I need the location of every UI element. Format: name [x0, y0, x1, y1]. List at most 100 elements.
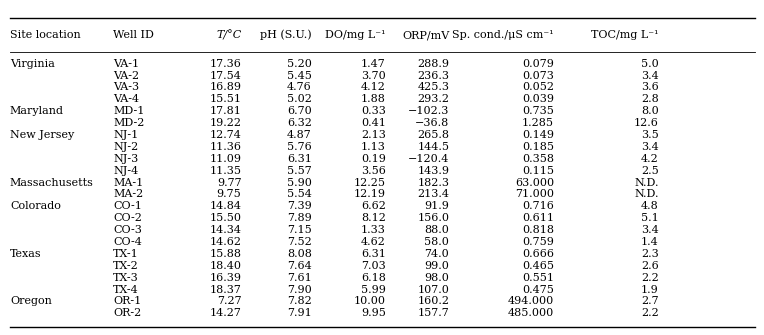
Text: VA-3: VA-3	[113, 82, 139, 92]
Text: 4.76: 4.76	[287, 82, 312, 92]
Text: 1.33: 1.33	[361, 225, 386, 235]
Text: NJ-1: NJ-1	[113, 130, 138, 140]
Text: Colorado: Colorado	[10, 201, 61, 211]
Text: 0.079: 0.079	[522, 59, 554, 69]
Text: 3.4: 3.4	[641, 142, 659, 152]
Text: 7.64: 7.64	[287, 261, 312, 271]
Text: OR-2: OR-2	[113, 309, 141, 318]
Text: Massachusetts: Massachusetts	[10, 178, 94, 188]
Text: 0.19: 0.19	[361, 154, 386, 164]
Text: TOC/mg L⁻¹: TOC/mg L⁻¹	[591, 30, 659, 40]
Text: 4.2: 4.2	[641, 154, 659, 164]
Text: −120.4: −120.4	[408, 154, 449, 164]
Text: 182.3: 182.3	[417, 178, 449, 188]
Text: 11.36: 11.36	[209, 142, 241, 152]
Text: Site location: Site location	[10, 30, 81, 40]
Text: 485.000: 485.000	[507, 309, 554, 318]
Text: 7.90: 7.90	[287, 285, 312, 294]
Text: −102.3: −102.3	[408, 106, 449, 116]
Text: 0.41: 0.41	[361, 118, 386, 128]
Text: 1.13: 1.13	[361, 142, 386, 152]
Text: 160.2: 160.2	[417, 296, 449, 307]
Text: 0.551: 0.551	[522, 273, 554, 283]
Text: −36.8: −36.8	[415, 118, 449, 128]
Text: NJ-2: NJ-2	[113, 142, 138, 152]
Text: 3.5: 3.5	[641, 130, 659, 140]
Text: DO/mg L⁻¹: DO/mg L⁻¹	[325, 30, 386, 40]
Text: 12.74: 12.74	[209, 130, 241, 140]
Text: 5.90: 5.90	[286, 178, 312, 188]
Text: 17.81: 17.81	[209, 106, 241, 116]
Text: 425.3: 425.3	[417, 82, 449, 92]
Text: 5.99: 5.99	[361, 285, 386, 294]
Text: 0.358: 0.358	[522, 154, 554, 164]
Text: 1.88: 1.88	[361, 94, 386, 104]
Text: Texas: Texas	[10, 249, 41, 259]
Text: 5.45: 5.45	[286, 71, 312, 80]
Text: 14.27: 14.27	[209, 309, 241, 318]
Text: 0.465: 0.465	[522, 261, 554, 271]
Text: 12.25: 12.25	[354, 178, 386, 188]
Text: CO-1: CO-1	[113, 201, 142, 211]
Text: 157.7: 157.7	[417, 309, 449, 318]
Text: 16.39: 16.39	[209, 273, 241, 283]
Text: 15.50: 15.50	[209, 213, 241, 223]
Text: 8.0: 8.0	[641, 106, 659, 116]
Text: 7.82: 7.82	[287, 296, 312, 307]
Text: 7.39: 7.39	[287, 201, 312, 211]
Text: 2.8: 2.8	[641, 94, 659, 104]
Text: 494.000: 494.000	[507, 296, 554, 307]
Text: MA-1: MA-1	[113, 178, 144, 188]
Text: 0.052: 0.052	[522, 82, 554, 92]
Text: 293.2: 293.2	[417, 94, 449, 104]
Text: 0.185: 0.185	[522, 142, 554, 152]
Text: Oregon: Oregon	[10, 296, 52, 307]
Text: 8.08: 8.08	[286, 249, 312, 259]
Text: 99.0: 99.0	[424, 261, 449, 271]
Text: N.D.: N.D.	[634, 178, 659, 188]
Text: 0.716: 0.716	[522, 201, 554, 211]
Text: TX-2: TX-2	[113, 261, 139, 271]
Text: 156.0: 156.0	[417, 213, 449, 223]
Text: 11.35: 11.35	[209, 166, 241, 176]
Text: NJ-4: NJ-4	[113, 166, 138, 176]
Text: Well ID: Well ID	[113, 30, 154, 40]
Text: CO-4: CO-4	[113, 237, 142, 247]
Text: T/°C: T/°C	[216, 30, 241, 40]
Text: 63.000: 63.000	[515, 178, 554, 188]
Text: 2.2: 2.2	[641, 309, 659, 318]
Text: 1.4: 1.4	[641, 237, 659, 247]
Text: 12.19: 12.19	[354, 190, 386, 199]
Text: 5.54: 5.54	[286, 190, 312, 199]
Text: N.D.: N.D.	[634, 190, 659, 199]
Text: 11.09: 11.09	[209, 154, 241, 164]
Text: pH (S.U.): pH (S.U.)	[260, 30, 312, 41]
Text: 10.00: 10.00	[354, 296, 386, 307]
Text: 107.0: 107.0	[417, 285, 449, 294]
Text: 5.76: 5.76	[287, 142, 312, 152]
Text: 7.03: 7.03	[361, 261, 386, 271]
Text: 9.77: 9.77	[217, 178, 241, 188]
Text: 0.33: 0.33	[361, 106, 386, 116]
Text: MD-2: MD-2	[113, 118, 144, 128]
Text: 2.5: 2.5	[641, 166, 659, 176]
Text: 0.735: 0.735	[522, 106, 554, 116]
Text: 18.37: 18.37	[209, 285, 241, 294]
Text: NJ-3: NJ-3	[113, 154, 138, 164]
Text: 7.61: 7.61	[287, 273, 312, 283]
Text: Maryland: Maryland	[10, 106, 64, 116]
Text: 3.56: 3.56	[361, 166, 386, 176]
Text: 288.9: 288.9	[417, 59, 449, 69]
Text: 6.70: 6.70	[287, 106, 312, 116]
Text: 5.0: 5.0	[641, 59, 659, 69]
Text: 91.9: 91.9	[424, 201, 449, 211]
Text: 1.47: 1.47	[361, 59, 386, 69]
Text: VA-1: VA-1	[113, 59, 139, 69]
Text: 3.70: 3.70	[361, 71, 386, 80]
Text: 4.87: 4.87	[287, 130, 312, 140]
Text: 7.91: 7.91	[287, 309, 312, 318]
Text: 0.666: 0.666	[522, 249, 554, 259]
Text: 18.40: 18.40	[209, 261, 241, 271]
Text: CO-2: CO-2	[113, 213, 142, 223]
Text: 2.2: 2.2	[641, 273, 659, 283]
